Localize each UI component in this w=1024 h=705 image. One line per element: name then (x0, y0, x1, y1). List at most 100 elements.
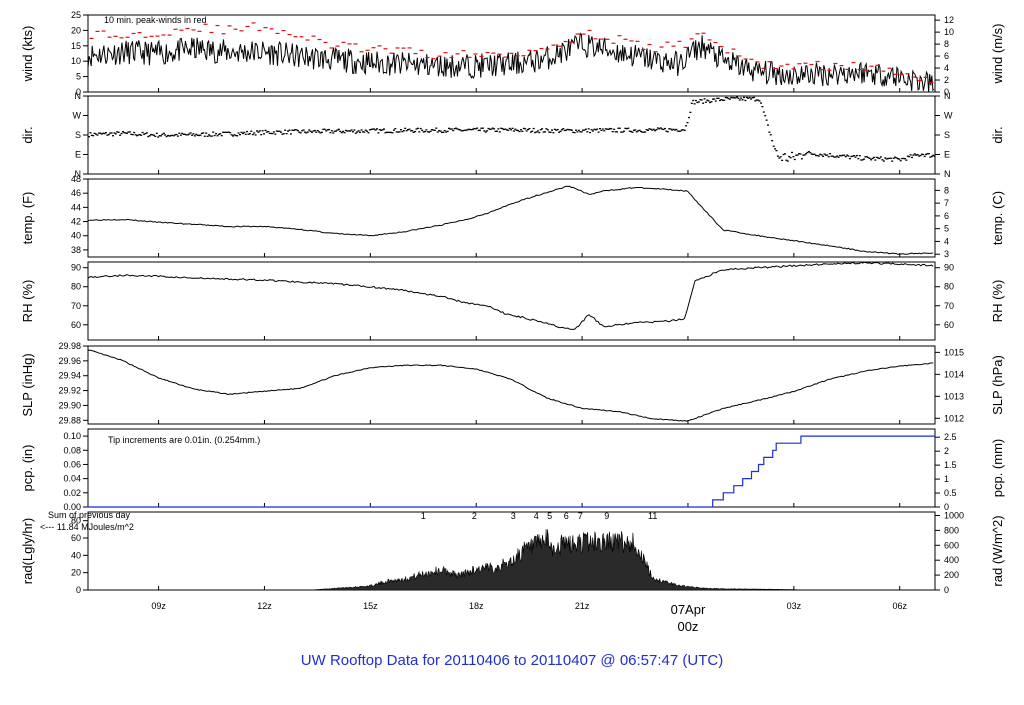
direction-point (587, 128, 590, 130)
right-tick-label-dir: N (944, 169, 951, 179)
data-rh (88, 262, 934, 331)
direction-point (320, 131, 323, 133)
direction-point (689, 111, 692, 113)
direction-point (203, 135, 206, 137)
direction-point (813, 153, 816, 155)
direction-point (754, 100, 757, 102)
right-tick-label-wind: 4 (944, 63, 949, 73)
direction-point (363, 131, 366, 133)
direction-point (405, 130, 408, 132)
direction-point (806, 151, 809, 154)
direction-point (270, 132, 273, 135)
date-marker-sublabel: 00z (677, 619, 698, 634)
panel-frame-rh (87, 261, 936, 341)
direction-point (690, 102, 693, 104)
direction-point (659, 127, 662, 129)
direction-point (902, 157, 905, 160)
direction-point (672, 128, 675, 130)
direction-point (503, 128, 505, 131)
direction-point (280, 131, 282, 133)
direction-point (414, 130, 417, 133)
direction-point (230, 134, 233, 136)
right-axis-title-dir: dir. (990, 126, 1005, 143)
direction-point (788, 155, 791, 158)
direction-point (568, 129, 570, 131)
direction-point (841, 154, 844, 156)
direction-point (164, 134, 167, 136)
direction-point (878, 157, 881, 160)
direction-point (926, 153, 929, 155)
direction-point (505, 129, 508, 131)
direction-point (782, 153, 785, 156)
direction-point (889, 157, 892, 159)
left-tick-label-dir: N (75, 91, 82, 101)
direction-point (158, 135, 161, 137)
direction-point (436, 131, 439, 133)
direction-point (445, 131, 448, 133)
direction-point (326, 129, 329, 131)
direction-point (209, 135, 212, 137)
direction-point (793, 158, 796, 161)
left-tick-label-temp: 42 (71, 217, 81, 227)
direction-point (823, 153, 826, 155)
panel-slp: 29.88 29.90 29.92 29.94 29.96 29.98 1012 1013 10… (20, 341, 1005, 425)
direction-point (93, 132, 96, 134)
direction-point (450, 128, 453, 130)
direction-point (891, 160, 894, 162)
direction-point (760, 102, 762, 104)
direction-point (658, 128, 661, 130)
direction-point (664, 127, 666, 130)
series-wind-speed (88, 32, 935, 92)
x-tick-label: 03z (787, 601, 802, 611)
direction-point (723, 99, 726, 101)
direction-point (815, 154, 817, 157)
direction-point (565, 129, 568, 131)
direction-point (212, 131, 215, 133)
direction-point (181, 132, 184, 134)
left-tick-label-wind: 20 (71, 25, 81, 35)
direction-point (302, 129, 305, 131)
direction-point (911, 156, 913, 159)
direction-point (88, 136, 90, 138)
right-tick-label-rh: 70 (944, 301, 954, 311)
direction-point (216, 135, 219, 137)
left-tick-label-pcp: 0.08 (63, 445, 81, 455)
direction-point (872, 156, 875, 159)
direction-point (844, 156, 847, 158)
direction-point (769, 134, 772, 136)
direction-point (483, 130, 486, 132)
direction-point (315, 131, 318, 133)
direction-point (623, 130, 625, 132)
direction-point (719, 99, 721, 102)
direction-point (318, 131, 321, 133)
direction-point (224, 131, 227, 133)
direction-point (915, 154, 918, 156)
left-tick-label-wind: 15 (71, 41, 81, 51)
direction-point (919, 154, 922, 157)
direction-point (930, 155, 933, 158)
direction-point (778, 157, 781, 159)
direction-point (807, 151, 810, 153)
direction-point (909, 154, 912, 156)
direction-point (686, 122, 689, 124)
direction-point (731, 97, 734, 99)
right-axis-title-rad: rad (W/m^2) (990, 515, 1005, 586)
direction-point (695, 99, 697, 102)
direction-point (800, 158, 803, 160)
panel-frame-wind (87, 14, 936, 93)
direction-point (237, 132, 240, 134)
direction-point (510, 129, 513, 131)
direction-point (774, 148, 777, 150)
direction-point (448, 127, 450, 129)
direction-point (577, 129, 580, 131)
direction-point (137, 134, 140, 136)
direction-point (340, 132, 343, 134)
direction-point (496, 130, 498, 132)
direction-point (260, 134, 263, 136)
direction-point (189, 132, 192, 134)
direction-point (288, 129, 291, 131)
direction-point (606, 128, 609, 130)
direction-point (680, 129, 683, 131)
